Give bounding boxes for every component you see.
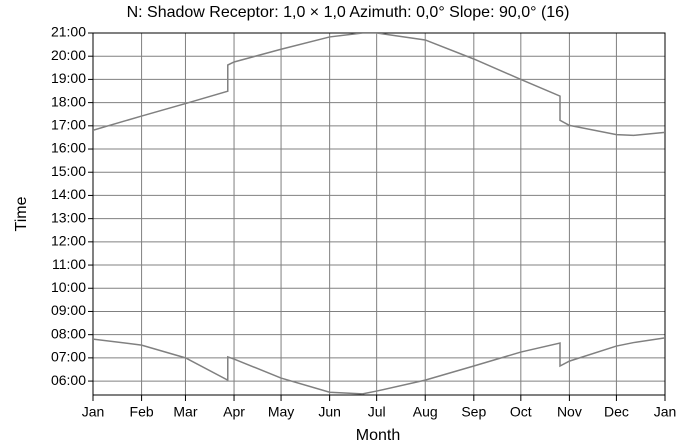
x-tick-label: Apr bbox=[223, 404, 245, 420]
x-tick-label: Mar bbox=[173, 404, 197, 420]
x-tick-label: Jan bbox=[654, 404, 677, 420]
y-tick-label: 20:00 bbox=[51, 47, 86, 63]
y-tick-label: 14:00 bbox=[51, 186, 86, 202]
y-tick-label: 06:00 bbox=[51, 372, 86, 388]
x-tick-label: Oct bbox=[510, 404, 532, 420]
y-tick-label: 19:00 bbox=[51, 70, 86, 86]
x-tick-label: Nov bbox=[557, 404, 582, 420]
chart-title: N: Shadow Receptor: 1,0 × 1,0 Azimuth: 0… bbox=[127, 4, 570, 21]
series-line bbox=[93, 337, 665, 395]
x-tick-label: Feb bbox=[130, 404, 154, 420]
y-axis-title: Time bbox=[13, 196, 30, 231]
x-tick-label: Jan bbox=[82, 404, 105, 420]
x-axis-title: Month bbox=[356, 427, 400, 444]
y-tick-label: 21:00 bbox=[51, 24, 86, 40]
y-tick-label: 08:00 bbox=[51, 325, 86, 341]
y-tick-label: 12:00 bbox=[51, 233, 86, 249]
y-tick-label: 11:00 bbox=[52, 256, 86, 272]
y-tick-label: 13:00 bbox=[51, 209, 86, 225]
series-line bbox=[93, 33, 665, 137]
plot-frame bbox=[92, 32, 666, 396]
y-tick-label: 18:00 bbox=[51, 93, 86, 109]
x-tick-label: Aug bbox=[413, 404, 438, 420]
x-tick-label: Jun bbox=[318, 404, 341, 420]
x-tick-label: May bbox=[268, 404, 294, 420]
x-tick-label: Dec bbox=[604, 404, 629, 420]
x-tick-label: Jul bbox=[368, 404, 386, 420]
y-tick-label: 10:00 bbox=[51, 279, 86, 295]
y-tick-label: 15:00 bbox=[51, 163, 86, 179]
y-tick-label: 09:00 bbox=[51, 302, 86, 318]
x-tick-label: Sep bbox=[461, 404, 486, 420]
y-tick-label: 16:00 bbox=[51, 140, 86, 156]
y-tick-label: 17:00 bbox=[51, 117, 86, 133]
y-tick-label: 07:00 bbox=[51, 349, 86, 365]
